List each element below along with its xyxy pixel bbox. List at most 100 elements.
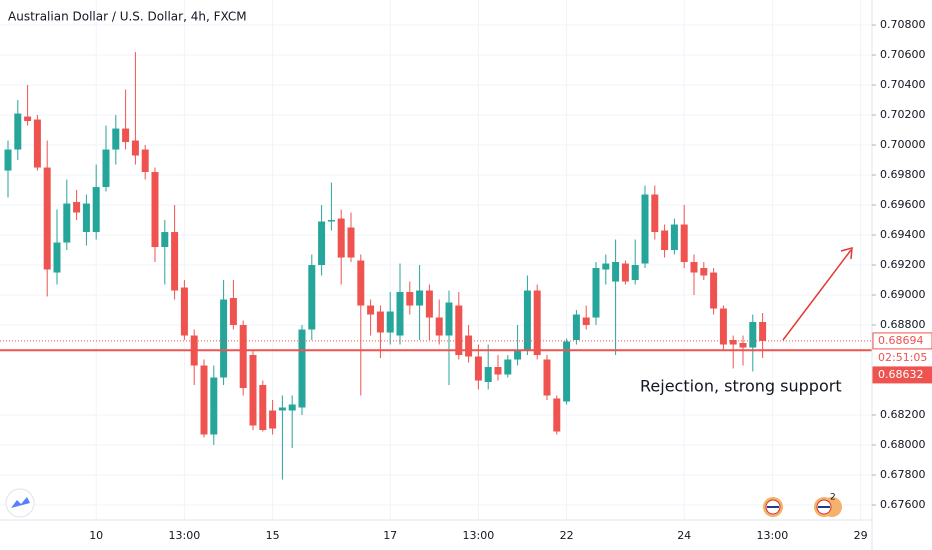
candle-body bbox=[141, 149, 149, 173]
y-tick-label: 0.70000 bbox=[880, 138, 926, 151]
candle-body bbox=[435, 317, 443, 336]
candle-body bbox=[455, 305, 463, 356]
candle-body bbox=[739, 343, 747, 348]
event-count[interactable]: 2 bbox=[830, 493, 836, 503]
arrow-line bbox=[782, 249, 852, 341]
candle-body bbox=[533, 290, 541, 356]
countdown-box bbox=[873, 349, 932, 366]
candle-body bbox=[504, 359, 512, 375]
candle-body bbox=[298, 329, 306, 408]
price-axis bbox=[872, 0, 932, 550]
x-tick-label: 13:00 bbox=[463, 529, 495, 542]
candle-body bbox=[710, 272, 718, 309]
y-tick-label: 0.70400 bbox=[880, 78, 926, 91]
x-tick-label: 10 bbox=[89, 529, 103, 542]
candle-body bbox=[24, 116, 32, 122]
y-tick-label: 0.68200 bbox=[880, 408, 926, 421]
candle-body bbox=[357, 260, 365, 306]
price-label-box bbox=[872, 332, 932, 350]
candle-body bbox=[151, 172, 159, 248]
candle-body bbox=[288, 404, 296, 411]
candle-body bbox=[386, 311, 394, 333]
price-label: 0.68632 bbox=[878, 368, 924, 381]
event-icon[interactable] bbox=[763, 497, 783, 517]
candle-body bbox=[690, 262, 698, 273]
time-axis bbox=[0, 520, 872, 550]
candle-body bbox=[259, 385, 267, 431]
y-tick-label: 0.69800 bbox=[880, 168, 926, 181]
candle-body bbox=[641, 194, 649, 264]
candle-body bbox=[200, 365, 208, 435]
candle-body bbox=[445, 302, 453, 336]
y-tick-label: 0.68000 bbox=[880, 438, 926, 451]
candle-body bbox=[465, 335, 473, 357]
candle-body bbox=[73, 202, 81, 213]
candle-body bbox=[43, 167, 51, 270]
candle-body bbox=[269, 410, 277, 429]
y-tick-label: 0.70200 bbox=[880, 108, 926, 121]
y-tick-label: 0.68800 bbox=[880, 318, 926, 331]
candle-body bbox=[631, 265, 639, 281]
candle-body bbox=[621, 263, 629, 282]
y-tick-label: 0.70600 bbox=[880, 48, 926, 61]
candle-body bbox=[406, 292, 414, 306]
axes: 0.67600 0.67800 0.68000 0.68200 0.68800 0.690… bbox=[89, 18, 932, 542]
candle-body bbox=[670, 224, 678, 251]
candle-body bbox=[425, 290, 433, 318]
y-tick-label: 0.69600 bbox=[880, 198, 926, 211]
candle-body bbox=[220, 299, 228, 378]
x-tick-label: 15 bbox=[266, 529, 280, 542]
candle-body bbox=[63, 203, 71, 243]
candle-body bbox=[572, 314, 580, 341]
logo-icon[interactable] bbox=[11, 497, 30, 508]
x-tick-label: 29 bbox=[854, 529, 868, 542]
y-tick-label: 0.70800 bbox=[880, 18, 926, 31]
candle-body bbox=[514, 350, 522, 360]
candle-body bbox=[318, 221, 326, 266]
candle-body bbox=[729, 340, 737, 345]
candle-body bbox=[82, 203, 90, 233]
logo[interactable] bbox=[5, 488, 35, 518]
candle-body bbox=[112, 128, 120, 150]
candle-body bbox=[582, 317, 590, 326]
candle-body bbox=[239, 325, 247, 389]
candle-body bbox=[347, 227, 355, 258]
candle-body bbox=[376, 311, 384, 333]
candle-body bbox=[180, 287, 188, 336]
candle-body bbox=[543, 359, 551, 396]
candle-body bbox=[759, 322, 767, 341]
candle-body bbox=[161, 232, 169, 248]
price-label-box bbox=[872, 366, 932, 384]
candle-body bbox=[249, 355, 257, 426]
candle-body bbox=[494, 367, 502, 375]
candle-body bbox=[337, 218, 345, 258]
y-tick-label: 0.69200 bbox=[880, 258, 926, 271]
candle-body bbox=[719, 308, 727, 345]
countdown: 02:51:05 bbox=[878, 351, 927, 364]
event-icon[interactable]: 2 bbox=[814, 493, 842, 518]
candle-body bbox=[278, 407, 286, 411]
candle-body bbox=[14, 113, 22, 150]
candle-body bbox=[680, 224, 688, 263]
annotation: Rejection, strong support bbox=[640, 377, 842, 396]
candle-body bbox=[131, 140, 139, 156]
candle-body bbox=[229, 298, 237, 326]
plot bbox=[0, 52, 872, 480]
candle-body bbox=[416, 290, 424, 306]
candle-body bbox=[396, 292, 404, 336]
candle-body bbox=[749, 322, 757, 348]
annotation-arrow bbox=[782, 246, 853, 341]
candle-body bbox=[523, 290, 531, 351]
candle-body bbox=[474, 356, 482, 381]
chart-title: Australian Dollar / U.S. Dollar, 4h, FXC… bbox=[8, 10, 247, 24]
candle-body bbox=[327, 220, 335, 222]
candle-body bbox=[171, 232, 179, 291]
y-tick-label: 0.67600 bbox=[880, 498, 926, 511]
x-tick-label: 24 bbox=[677, 529, 691, 542]
candle-body bbox=[210, 377, 218, 435]
x-tick-label: 17 bbox=[383, 529, 397, 542]
candle-body bbox=[102, 149, 110, 188]
candle-body bbox=[602, 263, 610, 270]
